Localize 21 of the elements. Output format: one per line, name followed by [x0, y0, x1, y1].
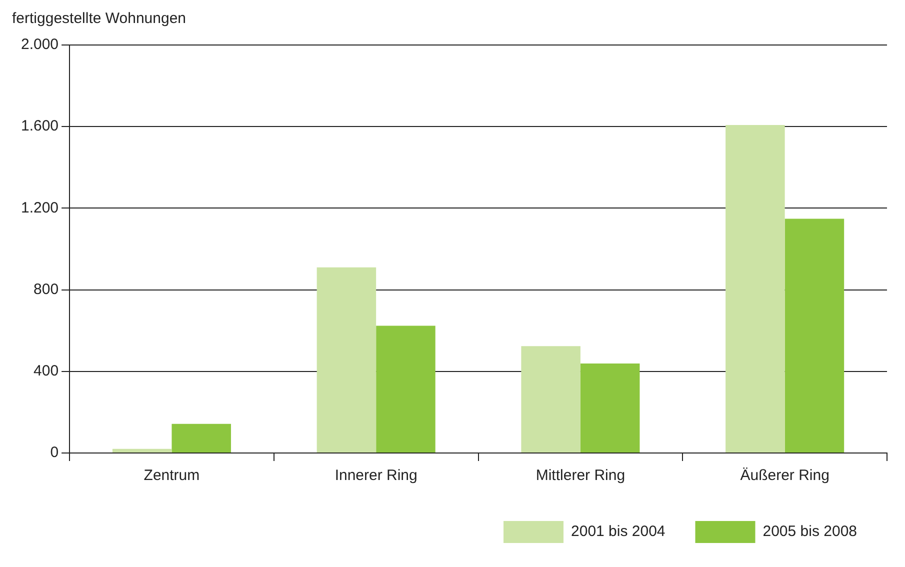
y-tick-label: 800 [34, 280, 59, 298]
bar [580, 363, 640, 452]
bar [376, 326, 436, 452]
y-tick-label: 1.200 [20, 199, 59, 216]
legend-label: 2005 bis 2008 [762, 523, 857, 540]
bar [316, 267, 376, 452]
x-tick-label: Äußerer Ring [740, 467, 830, 484]
x-tick-label: Zentrum [144, 467, 200, 484]
bar [112, 448, 172, 452]
bar [726, 124, 785, 452]
bar [172, 424, 231, 452]
legend-label: 2001 bis 2004 [571, 523, 666, 540]
y-tick-label: 400 [34, 362, 59, 380]
y-tick-label: 0 [50, 444, 59, 462]
bar [521, 346, 580, 452]
x-tick-label: Mittlerer Ring [536, 467, 626, 484]
y-tick-label: 2.000 [20, 36, 59, 54]
x-tick-label: Innerer Ring [334, 467, 418, 484]
bar [784, 218, 844, 452]
y-tick-label: 1.600 [20, 118, 59, 135]
y-axis-title: fertiggestellte Wohnungen [11, 9, 188, 29]
